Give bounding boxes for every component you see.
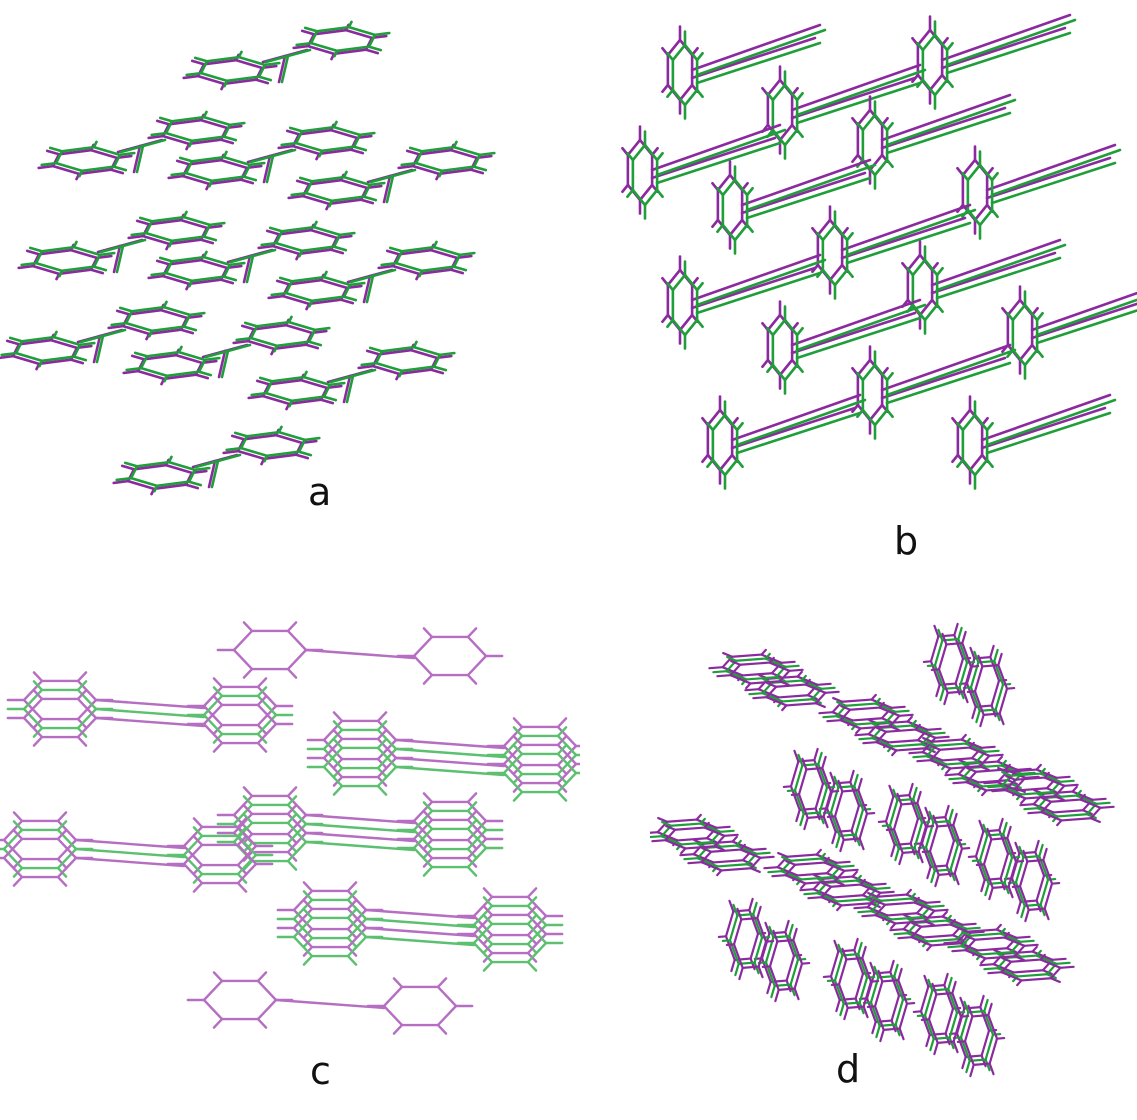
crystal-packing-view-c (0, 621, 580, 1035)
panel-c: c (0, 590, 580, 1120)
molecule (711, 158, 877, 255)
molecule (912, 972, 1006, 1078)
panel-label-d: d (836, 1047, 861, 1091)
molecule (943, 923, 1075, 987)
molecule (922, 622, 1016, 728)
molecule (306, 711, 580, 802)
molecule (650, 813, 775, 877)
panel-label-c: c (310, 1049, 331, 1093)
molecule (853, 888, 985, 952)
crystal-packing-view-a (0, 20, 496, 496)
molecule (851, 343, 1017, 440)
molecule (147, 220, 356, 291)
molecule (908, 733, 1040, 797)
molecule (247, 340, 456, 411)
molecule (782, 747, 876, 853)
molecule (122, 315, 331, 386)
panel-d: d (650, 590, 1137, 1120)
molecule (0, 811, 274, 893)
molecule (811, 203, 977, 300)
molecule (1001, 285, 1137, 380)
molecule (0, 300, 206, 371)
panel-label-a: a (308, 470, 332, 514)
molecule (182, 20, 391, 91)
crystal-packing-view-d (650, 622, 1115, 1078)
panel-b: b (580, 0, 1137, 590)
molecule (761, 298, 927, 395)
molecule (956, 143, 1122, 240)
molecule (901, 238, 1067, 335)
molecule (701, 393, 867, 490)
panel-label-b: b (894, 519, 919, 563)
molecule (967, 817, 1061, 923)
molecule (6, 671, 294, 753)
molecule (983, 763, 1115, 827)
molecule (216, 786, 504, 877)
molecule (167, 120, 376, 191)
molecule (818, 693, 950, 757)
molecule (267, 240, 476, 311)
molecule (216, 621, 504, 685)
molecule (877, 782, 971, 888)
crystal-packing-view-b (621, 13, 1137, 490)
molecule (951, 393, 1117, 490)
molecule (661, 23, 827, 120)
molecule (851, 93, 1017, 190)
molecule (276, 881, 564, 972)
molecule (661, 253, 827, 350)
molecule (761, 63, 927, 160)
molecule (708, 648, 840, 712)
molecule (717, 897, 811, 1003)
panel-a: a (0, 0, 560, 540)
molecule (37, 110, 246, 181)
molecule (822, 937, 916, 1043)
molecule (911, 13, 1077, 110)
molecule (763, 848, 895, 912)
molecule (621, 123, 787, 220)
molecule (112, 425, 321, 496)
molecule (17, 210, 226, 281)
molecule (287, 140, 496, 211)
molecule (186, 971, 474, 1035)
